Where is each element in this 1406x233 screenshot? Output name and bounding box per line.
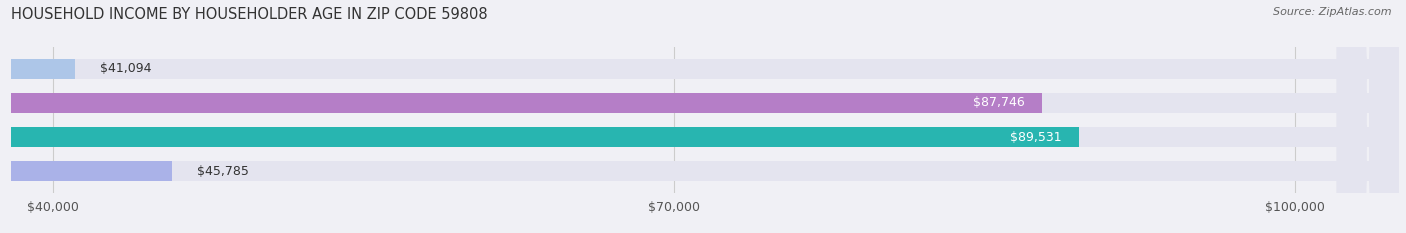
Text: $87,746: $87,746 xyxy=(973,96,1025,110)
Text: $45,785: $45,785 xyxy=(197,165,249,178)
Bar xyxy=(0,93,1399,113)
Bar xyxy=(0,59,1399,79)
Text: $41,094: $41,094 xyxy=(100,62,152,75)
Bar xyxy=(0,93,1042,113)
Bar xyxy=(0,161,1399,181)
FancyBboxPatch shape xyxy=(1337,0,1399,233)
FancyBboxPatch shape xyxy=(1337,0,1399,233)
Text: $89,531: $89,531 xyxy=(1011,130,1062,144)
Text: Source: ZipAtlas.com: Source: ZipAtlas.com xyxy=(1274,7,1392,17)
FancyBboxPatch shape xyxy=(1337,0,1399,233)
Text: HOUSEHOLD INCOME BY HOUSEHOLDER AGE IN ZIP CODE 59808: HOUSEHOLD INCOME BY HOUSEHOLDER AGE IN Z… xyxy=(11,7,488,22)
Bar xyxy=(0,127,1399,147)
Bar xyxy=(0,127,1078,147)
FancyBboxPatch shape xyxy=(1337,0,1399,233)
Bar xyxy=(0,161,173,181)
Bar xyxy=(0,59,76,79)
